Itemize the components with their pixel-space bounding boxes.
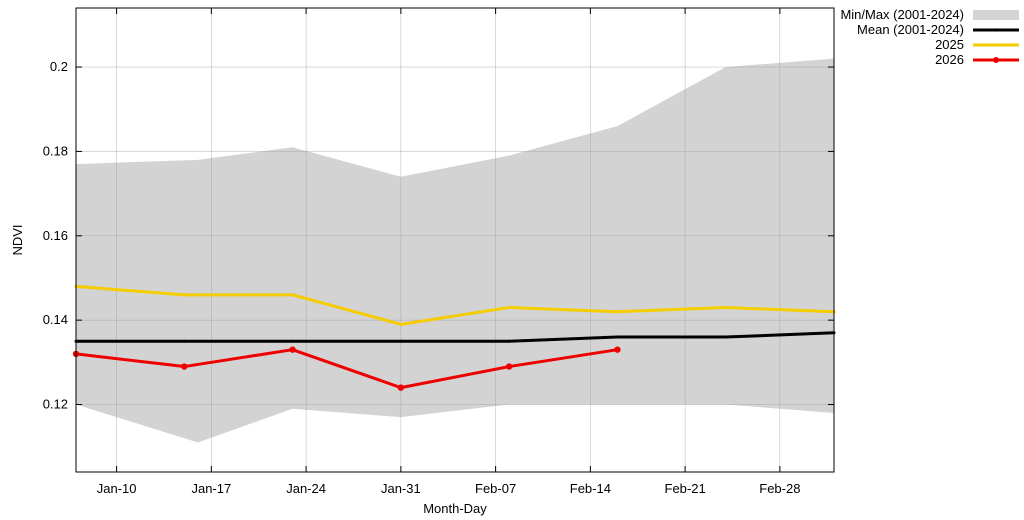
x-tick-label: Jan-31 <box>381 481 421 496</box>
data-point-mean-2001-2024 <box>724 335 728 339</box>
x-tick-label: Feb-21 <box>665 481 706 496</box>
band-layer <box>76 58 834 443</box>
data-point-2025 <box>291 293 295 297</box>
data-point-mean-2001-2024 <box>399 339 403 343</box>
data-point-2026 <box>397 384 405 391</box>
x-tick-label: Feb-14 <box>570 481 611 496</box>
legend-label-2026: 2026 <box>935 52 964 67</box>
y-tick-label: 0.2 <box>50 59 68 74</box>
plot-frame <box>75 7 835 473</box>
x-tick-label: Jan-17 <box>191 481 231 496</box>
legend: Min/Max (2001-2024)Mean (2001-2024)20252… <box>840 7 1019 67</box>
data-point-mean-2001-2024 <box>291 339 295 343</box>
legend-label-min-max-2001-2024: Min/Max (2001-2024) <box>840 7 964 22</box>
data-point-mean-2001-2024 <box>615 335 619 339</box>
series-line-2026 <box>75 348 618 390</box>
data-point-2026 <box>289 346 296 353</box>
legend-marker-2026 <box>993 57 999 63</box>
data-point-2025 <box>399 322 403 326</box>
x-tick-label: Feb-28 <box>759 481 800 496</box>
y-tick-label: 0.12 <box>43 397 68 412</box>
data-point-2025 <box>615 310 619 314</box>
legend-label-mean-2001-2024: Mean (2001-2024) <box>857 22 964 37</box>
data-point-2025 <box>182 293 186 297</box>
grid-layer <box>76 8 834 472</box>
legend-marker-2025 <box>994 43 998 47</box>
x-tick-label: Feb-07 <box>475 481 516 496</box>
x-axis-label: Month-Day <box>423 501 487 516</box>
series-line-2025 <box>75 284 835 326</box>
y-axis-label: NDVI <box>10 224 25 255</box>
y-tick-label: 0.18 <box>43 143 68 158</box>
series-layer <box>72 284 836 391</box>
data-point-2026 <box>614 346 621 353</box>
series-line-mean-2001-2024 <box>76 331 835 343</box>
minmax-band <box>76 58 834 443</box>
x-tick-label: Jan-10 <box>97 481 137 496</box>
data-point-2026 <box>181 363 188 370</box>
y-tick-label: 0.16 <box>43 228 68 243</box>
y-tick-label: 0.14 <box>43 312 68 327</box>
legend-swatch-min-max-2001-2024 <box>973 10 1019 20</box>
data-point-mean-2001-2024 <box>507 339 511 343</box>
legend-marker-mean-2001-2024 <box>994 28 998 32</box>
data-point-mean-2001-2024 <box>182 339 186 343</box>
tick-layer: Jan-10 Jan-17 Jan-24 Jan-31 Feb-07 Feb-14 Feb-… <box>43 8 834 496</box>
data-point-2026 <box>505 363 513 370</box>
data-point-2025 <box>507 305 511 309</box>
x-tick-label: Jan-24 <box>286 481 326 496</box>
legend-label-2025: 2025 <box>935 37 964 52</box>
data-point-2025 <box>724 305 728 309</box>
